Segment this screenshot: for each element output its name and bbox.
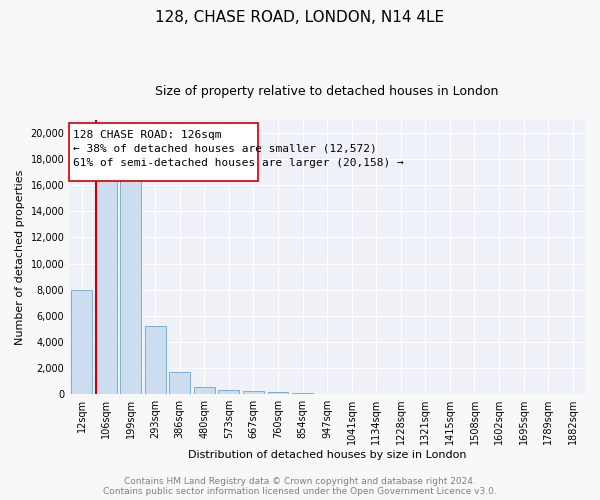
FancyBboxPatch shape <box>69 122 259 182</box>
Text: ← 38% of detached houses are smaller (12,572): ← 38% of detached houses are smaller (12… <box>73 144 377 154</box>
Text: Contains public sector information licensed under the Open Government Licence v3: Contains public sector information licen… <box>103 487 497 496</box>
Bar <box>194 387 215 394</box>
X-axis label: Distribution of detached houses by size in London: Distribution of detached houses by size … <box>188 450 466 460</box>
Bar <box>145 326 166 394</box>
Bar <box>95 178 116 394</box>
Bar <box>243 391 264 394</box>
Bar <box>71 290 92 394</box>
Text: 128, CHASE ROAD, LONDON, N14 4LE: 128, CHASE ROAD, LONDON, N14 4LE <box>155 10 445 25</box>
Bar <box>218 390 239 394</box>
Title: Size of property relative to detached houses in London: Size of property relative to detached ho… <box>155 85 499 98</box>
Y-axis label: Number of detached properties: Number of detached properties <box>15 170 25 344</box>
Bar <box>120 178 141 394</box>
Text: 128 CHASE ROAD: 126sqm: 128 CHASE ROAD: 126sqm <box>73 130 221 140</box>
Text: Contains HM Land Registry data © Crown copyright and database right 2024.: Contains HM Land Registry data © Crown c… <box>124 478 476 486</box>
Bar <box>292 392 313 394</box>
Bar <box>169 372 190 394</box>
Text: 61% of semi-detached houses are larger (20,158) →: 61% of semi-detached houses are larger (… <box>73 158 404 168</box>
Bar <box>268 392 289 394</box>
